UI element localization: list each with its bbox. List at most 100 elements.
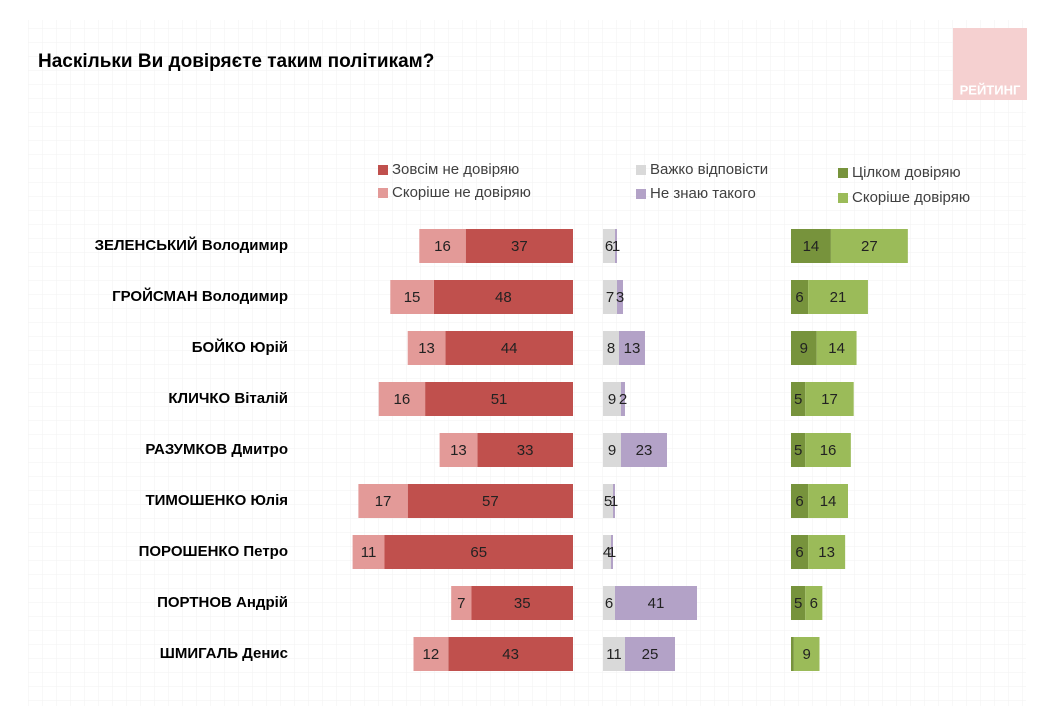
bar-segment [603,484,613,518]
value-label: 5 [794,442,802,459]
category-label: ГРОЙСМАН Володимир [112,287,288,305]
bar-segment [617,280,623,314]
value-label: 15 [404,289,421,306]
category-label: ПОРТНОВ Андрій [157,594,288,611]
bar-segment [352,535,385,569]
bar-segment [465,229,573,263]
bar-segment [791,637,794,671]
value-label: 6 [605,238,613,255]
bar-segment [471,586,573,620]
value-label: 1 [612,238,620,255]
value-label: 5 [604,493,612,510]
value-label: 6 [795,544,803,561]
value-label: 14 [820,493,837,510]
value-label: 27 [861,238,878,255]
value-label: 13 [624,340,641,357]
bar-segment [407,331,446,365]
value-label: 35 [514,595,531,612]
bar-segment [448,637,573,671]
value-label: 9 [800,340,808,357]
value-label: 14 [803,238,820,255]
value-label: 33 [517,442,534,459]
value-label: 65 [470,544,487,561]
legend-swatch [636,189,646,199]
bar-segment [625,637,675,671]
bar-segment [791,280,809,314]
value-label: 5 [794,595,802,612]
bar-segment [425,382,573,416]
value-label: 1 [610,493,618,510]
value-label: 37 [511,238,528,255]
value-label: 6 [810,595,818,612]
value-label: 1 [608,544,616,561]
bar-segment [805,382,854,416]
bar-segment [407,484,573,518]
value-label: 7 [457,595,465,612]
bar-segment [791,382,806,416]
bar-segment [791,535,809,569]
bar-segment [816,331,857,365]
bar-segment [615,586,697,620]
bar-segment [791,331,817,365]
legend-swatch [838,168,848,178]
value-label: 16 [394,391,411,408]
bar-segment [603,229,615,263]
bar-segment [619,331,645,365]
bar-segment [390,280,434,314]
legend-label: Не знаю такого [650,185,756,202]
bar-segment [603,586,615,620]
legend-swatch [838,193,848,203]
value-label: 9 [803,646,811,663]
value-label: 17 [375,493,392,510]
bar-segment [439,433,478,467]
value-label: 14 [828,340,845,357]
value-label: 13 [818,544,835,561]
category-label: ТИМОШЕНКО Юлія [145,492,288,509]
bar-segment [477,433,573,467]
category-label: РАЗУМКОВ Дмитро [145,441,288,458]
value-label: 6 [795,493,803,510]
bar-segment [791,484,809,518]
value-label: 23 [636,442,653,459]
category-label: КЛИЧКО Віталій [168,390,288,407]
legend-label: Важко відповісти [650,161,768,178]
value-label: 12 [423,646,440,663]
value-label: 9 [608,442,616,459]
bar-segment [613,484,615,518]
bar-segment [808,484,848,518]
bar-segment [603,280,617,314]
value-label: 13 [418,340,435,357]
value-label: 2 [619,391,627,408]
legend-label: Скоріше довіряю [852,189,970,206]
bar-segment [791,229,831,263]
bar-segment [621,433,667,467]
value-label: 41 [648,595,665,612]
legend-swatch [378,188,388,198]
value-label: 13 [450,442,467,459]
value-label: 6 [795,289,803,306]
bar-segment [791,433,806,467]
logo: РЕЙТИНГ [960,82,1021,97]
value-label: 21 [830,289,847,306]
legend-label: Зовсім не довіряю [392,161,519,178]
bar-segment [808,280,868,314]
bar-segment [805,433,851,467]
bar-segment [603,382,621,416]
bar-segment [793,637,820,671]
value-label: 16 [434,238,451,255]
legend-label: Цілком довіряю [852,164,961,181]
bar-segment [451,586,472,620]
value-label: 25 [642,646,659,663]
bar-segment [791,586,806,620]
value-label: 51 [491,391,508,408]
category-label: ПОРОШЕНКО Петро [139,543,288,560]
bar-segment [603,433,621,467]
value-label: 11 [361,544,377,561]
bar-segment [445,331,573,365]
bar-segment [830,229,908,263]
bar-segment [611,535,613,569]
chart-title: Наскільки Ви довіряєте таким політикам? [38,51,434,72]
bar-segment [603,331,619,365]
value-label: 8 [607,340,615,357]
